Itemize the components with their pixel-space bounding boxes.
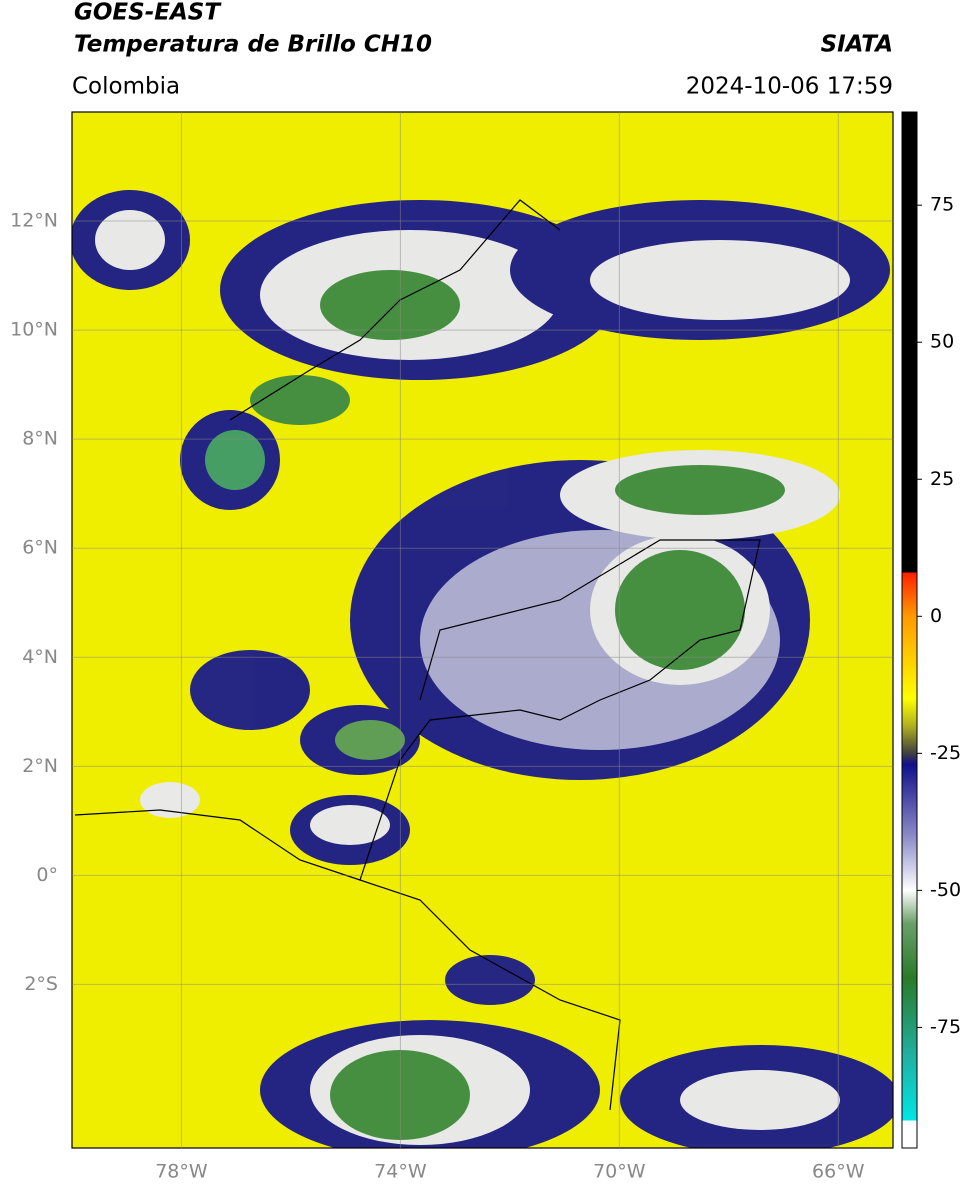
lat-tick-label: 6°N <box>22 537 58 559</box>
cloud <box>205 430 265 490</box>
colorbar <box>901 111 918 1149</box>
lat-tick-label: 4°N <box>22 646 58 668</box>
subtitle: Temperatura de Brillo CH10 <box>74 32 432 58</box>
cloud <box>615 465 785 515</box>
cloud <box>615 550 745 670</box>
lat-tick-label: 2°S <box>24 973 58 995</box>
lon-tick-label: 78°W <box>155 1161 208 1183</box>
lat-tick-label: 10°N <box>10 319 58 341</box>
cloud <box>590 240 850 320</box>
lat-tick-label: 2°N <box>22 755 58 777</box>
lon-tick-label: 70°W <box>593 1161 646 1183</box>
title: GOES-EAST <box>74 0 222 26</box>
timestamp: 2024-10-06 17:59 <box>686 74 893 100</box>
colorbar-tick-label: -25 <box>930 742 961 764</box>
cloud <box>445 955 535 1005</box>
cloud <box>310 805 390 845</box>
lat-tick-label: 0° <box>36 864 58 886</box>
cloud <box>190 650 310 730</box>
cloud <box>140 782 200 818</box>
lat-tick-label: 12°N <box>10 210 58 232</box>
cloud <box>335 720 405 760</box>
cloud <box>680 1070 840 1130</box>
lon-tick-label: 74°W <box>374 1161 427 1183</box>
colorbar-tick-label: 75 <box>930 194 954 216</box>
clouds <box>72 190 893 1148</box>
cloud <box>95 210 165 270</box>
map-frame <box>71 111 894 1149</box>
colorbar-tick-label: 25 <box>930 468 954 490</box>
colorbar-tick-label: 50 <box>930 331 954 353</box>
lat-tick-label: 8°N <box>22 428 58 450</box>
cloud <box>250 375 350 425</box>
source: SIATA <box>821 32 893 58</box>
colorbar-tick-label: -50 <box>930 879 961 901</box>
colorbar-tick-label: -75 <box>930 1016 961 1038</box>
lon-tick-label: 66°W <box>812 1161 865 1183</box>
region: Colombia <box>72 74 180 100</box>
imagery <box>72 112 893 1148</box>
colorbar-tick-label: 0 <box>930 605 942 627</box>
